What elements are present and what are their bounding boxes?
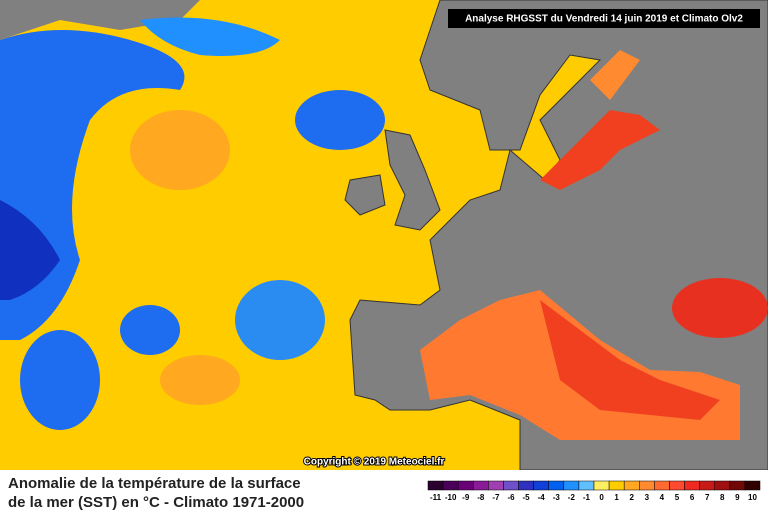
legend-swatch [533,480,549,491]
cold-anomaly [235,280,325,360]
caption-line: Anomalie de la température de la surface [8,475,301,492]
warm-anomaly [130,110,230,190]
map: Analyse RHGSST du Vendredi 14 juin 2019 … [0,0,768,471]
baltic-sea [590,50,640,100]
legend-swatch [623,480,640,491]
legend-swatch [563,480,580,491]
cold-anomaly [295,90,385,150]
legend-label: 0 [599,493,604,502]
legend-label: -7 [492,493,500,502]
legend-swatch [473,480,489,491]
legend-swatch [608,480,625,491]
legend-swatch [457,480,474,491]
warm-anomaly [540,300,720,420]
legend-swatch [548,480,565,491]
legend-label: 5 [675,493,680,502]
legend-label: -5 [523,493,531,502]
legend-label: 4 [660,493,665,502]
cold-anomaly [20,330,100,430]
header-box [448,9,760,28]
copyright: Copyright © 2019 Meteociel.fr [304,457,445,468]
legend-label: -10 [445,493,457,502]
baltic-sea [540,110,660,190]
legend-swatch [729,480,746,491]
legend-swatch [503,480,519,491]
land [0,0,200,40]
legend-swatch [578,480,595,491]
header-title: Analyse RHGSST du Vendredi 14 juin 2019 … [465,14,743,25]
legend-swatch [684,480,700,491]
legend-label: 9 [735,493,740,502]
ireland [344,174,386,216]
legend-swatch [427,480,444,491]
legend-swatch [593,480,610,491]
legend-label: -2 [568,493,576,502]
legend-label: -11 [430,493,442,502]
legend: -11 -10 -9 -8 -7 -6 -5 -4 -3 -2 -1 0 1 2 3 4 5 6 7 8 9 10 [427,480,761,502]
legend-label: -3 [553,493,561,502]
legend-swatch [714,480,731,491]
cold-anomaly [120,305,180,355]
legend-swatch [744,480,761,491]
black-sea [672,278,768,338]
legend-label: 1 [614,493,619,502]
warm-anomaly [160,355,240,405]
legend-swatch [699,480,715,491]
legend-label: 10 [748,493,757,502]
legend-swatch [669,480,685,491]
legend-label: -1 [583,493,591,502]
great-britain [384,129,441,231]
caption-panel [0,470,768,512]
legend-swatch [639,480,655,491]
legend-label: -8 [477,493,485,502]
legend-swatch [442,480,459,491]
legend-label: 7 [705,493,710,502]
legend-swatch [518,480,534,491]
legend-label: -9 [462,493,470,502]
legend-label: 2 [630,493,635,502]
legend-label: 3 [645,493,650,502]
legend-label: -4 [538,493,546,502]
caption-line: de la mer (SST) en °C - Climato 1971-200… [8,494,304,511]
legend-swatch [654,480,670,491]
legend-swatch [488,480,504,491]
legend-label: 8 [720,493,725,502]
cold-anomaly [0,200,60,300]
cold-anomaly [140,17,280,56]
legend-label: -6 [507,493,515,502]
legend-label: 6 [690,493,695,502]
